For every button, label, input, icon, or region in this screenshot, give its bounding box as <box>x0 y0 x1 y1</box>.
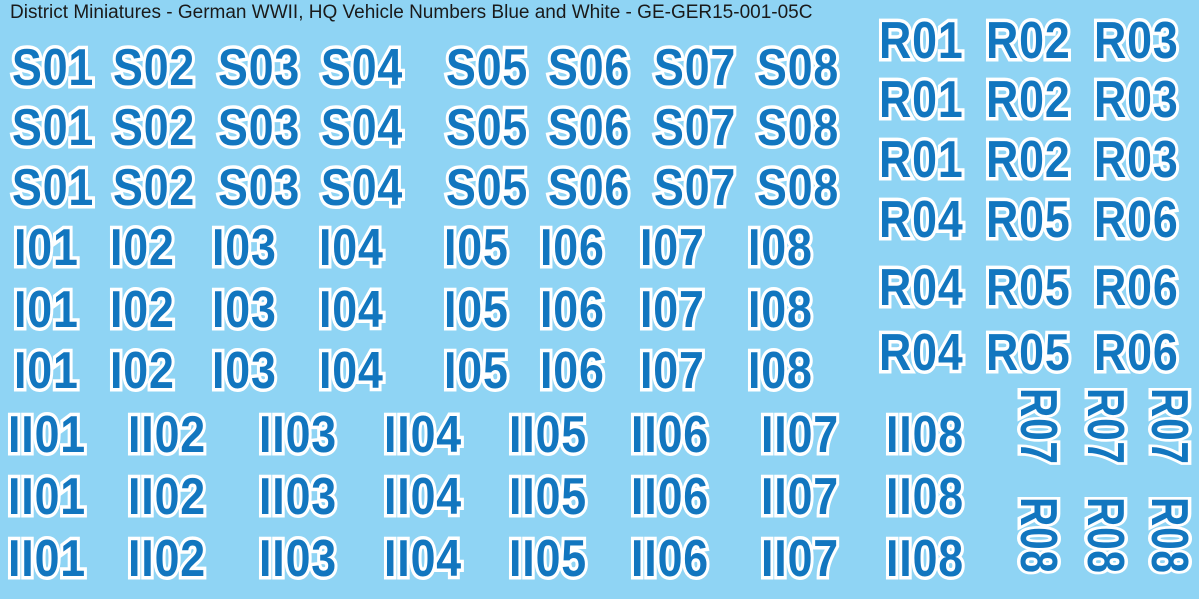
decal-number: R01 <box>876 71 966 130</box>
decal-number: II05 <box>506 468 589 527</box>
decal-number: I07 <box>637 342 707 401</box>
decal-number: I08 <box>745 219 815 278</box>
decal-number: I03 <box>209 342 279 401</box>
decal-number: I03 <box>209 281 279 340</box>
decal-number: I04 <box>316 342 386 401</box>
decal-number: I02 <box>107 342 177 401</box>
decal-number: R03 <box>1091 71 1181 130</box>
decal-number: I08 <box>745 281 815 340</box>
decal-number: S06 <box>545 99 632 158</box>
decal-number: I02 <box>107 219 177 278</box>
decal-number: R07 <box>1073 385 1137 468</box>
decal-number: R01 <box>876 12 966 71</box>
decal-number: II01 <box>5 406 88 465</box>
decal-number: R04 <box>876 324 966 383</box>
decal-number: I06 <box>537 219 607 278</box>
decal-number: R07 <box>1137 385 1199 468</box>
decal-number: II08 <box>883 468 966 527</box>
decal-number: II03 <box>256 530 339 589</box>
decal-number: R05 <box>983 259 1073 318</box>
decal-number: S02 <box>110 159 197 218</box>
decal-number: S07 <box>651 39 738 98</box>
decal-number: S07 <box>651 99 738 158</box>
decal-number: I04 <box>316 219 386 278</box>
decal-number: II03 <box>256 468 339 527</box>
decal-number: II01 <box>5 468 88 527</box>
decal-number: II06 <box>628 530 711 589</box>
decal-number: S04 <box>318 159 405 218</box>
decal-number: S08 <box>754 39 841 98</box>
decal-number: II01 <box>5 530 88 589</box>
decal-number: I05 <box>441 342 511 401</box>
decal-number: R06 <box>1091 259 1181 318</box>
decal-number: S03 <box>215 39 302 98</box>
decal-number: II08 <box>883 530 966 589</box>
decal-number: I05 <box>441 219 511 278</box>
decal-number: R04 <box>876 259 966 318</box>
decal-number: R02 <box>983 12 1073 71</box>
decal-number: S04 <box>318 99 405 158</box>
decal-number: R08 <box>1006 494 1070 577</box>
decal-number: I05 <box>441 281 511 340</box>
decal-number: R06 <box>1091 324 1181 383</box>
decal-number: R02 <box>983 131 1073 190</box>
decal-number: II04 <box>381 406 464 465</box>
decal-number: R05 <box>983 191 1073 250</box>
decal-number: S02 <box>110 99 197 158</box>
decal-number: II06 <box>628 468 711 527</box>
decal-number: R08 <box>1073 494 1137 577</box>
decal-number: I06 <box>537 342 607 401</box>
decal-number: S08 <box>754 159 841 218</box>
decal-number: R07 <box>1006 385 1070 468</box>
decal-number: II04 <box>381 468 464 527</box>
decal-number: II04 <box>381 530 464 589</box>
decal-number: I01 <box>11 281 81 340</box>
decal-number: I07 <box>637 219 707 278</box>
decal-number: S03 <box>215 99 302 158</box>
decal-number: S01 <box>9 159 96 218</box>
decal-number: II05 <box>506 530 589 589</box>
decal-number: R02 <box>983 71 1073 130</box>
decal-number: S05 <box>443 99 530 158</box>
decal-number: R06 <box>1091 191 1181 250</box>
decal-number: R04 <box>876 191 966 250</box>
decal-number: I07 <box>637 281 707 340</box>
decal-number: I02 <box>107 281 177 340</box>
decal-number: II06 <box>628 406 711 465</box>
decal-number: S04 <box>318 39 405 98</box>
decal-number: I08 <box>745 342 815 401</box>
decal-number: R01 <box>876 131 966 190</box>
decal-number: I01 <box>11 219 81 278</box>
decal-number: R03 <box>1091 12 1181 71</box>
decal-number: II07 <box>758 530 841 589</box>
decal-number: I06 <box>537 281 607 340</box>
sheet-title: District Miniatures - German WWII, HQ Ve… <box>10 2 813 23</box>
decal-number: S03 <box>215 159 302 218</box>
decal-number: II08 <box>883 406 966 465</box>
decal-number: R05 <box>983 324 1073 383</box>
decal-number: II05 <box>506 406 589 465</box>
decal-number: S06 <box>545 39 632 98</box>
decal-number: S01 <box>9 39 96 98</box>
decal-number: S08 <box>754 99 841 158</box>
decal-number: S05 <box>443 159 530 218</box>
decal-number: R03 <box>1091 131 1181 190</box>
decal-number: I04 <box>316 281 386 340</box>
decal-number: II02 <box>125 530 208 589</box>
decal-number: II03 <box>256 406 339 465</box>
decal-number: S01 <box>9 99 96 158</box>
decal-number: II07 <box>758 468 841 527</box>
decal-number: S05 <box>443 39 530 98</box>
decal-number: II02 <box>125 406 208 465</box>
decal-number: I03 <box>209 219 279 278</box>
decal-number: II07 <box>758 406 841 465</box>
decal-number: I01 <box>11 342 81 401</box>
decal-number: II02 <box>125 468 208 527</box>
decal-number: S06 <box>545 159 632 218</box>
decal-number: S07 <box>651 159 738 218</box>
decal-number: R08 <box>1137 494 1199 577</box>
decal-number: S02 <box>110 39 197 98</box>
